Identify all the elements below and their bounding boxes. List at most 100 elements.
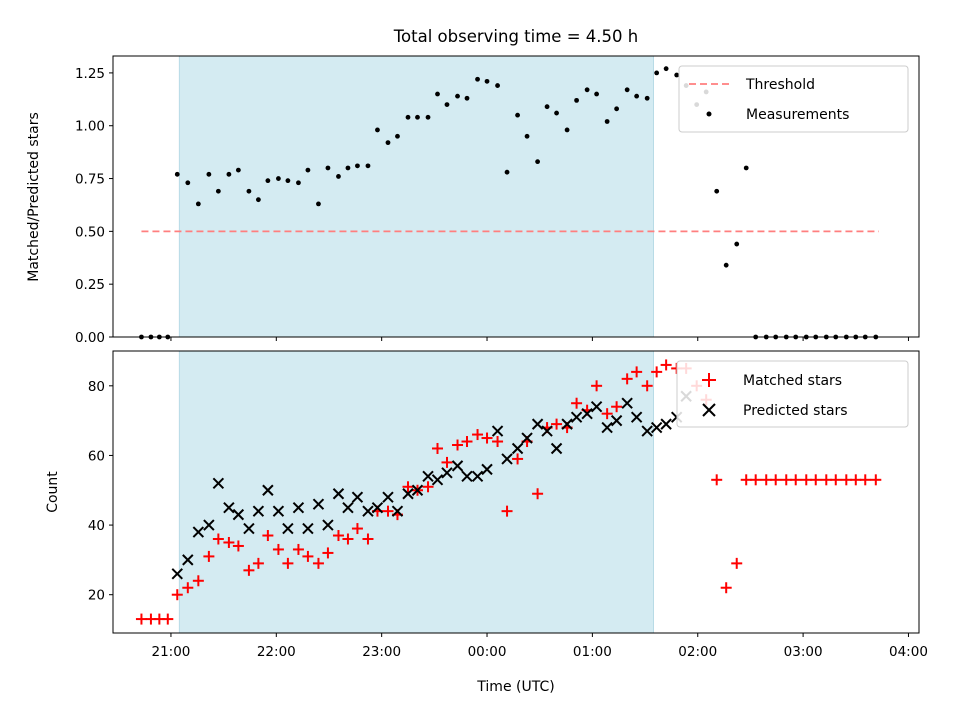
matched-star-point (472, 429, 484, 441)
measurement-point (614, 106, 620, 112)
bottom-x-tick-label: 23:00 (362, 644, 401, 660)
measurement-point (504, 169, 510, 175)
measurement-point (644, 95, 650, 101)
measurement-point (226, 171, 232, 177)
predicted-star-point (610, 414, 623, 427)
predicted-star-point (501, 453, 513, 465)
measurement-point (185, 180, 191, 186)
matched-star-point (800, 474, 812, 486)
matched-star-point (750, 474, 762, 486)
measurement-point (634, 93, 640, 99)
matched-star-point (292, 543, 304, 555)
matched-star-point (820, 474, 832, 486)
predicted-star-point (223, 501, 235, 514)
bottom-legend: Matched stars Predicted stars (676, 360, 909, 428)
predicted-star-point (431, 474, 444, 486)
measurement-point (484, 78, 490, 84)
predicted-star-point (550, 442, 563, 455)
predicted-star-point (282, 522, 294, 535)
predicted-star-point (570, 411, 583, 423)
count-panel: 20 40 60 80 21:00 22:00 23:00 00:00 01:00 02:00 0… (45, 350, 928, 695)
measurement-point (206, 171, 212, 177)
measurement-point (255, 197, 261, 203)
predicted-star-point (362, 505, 374, 517)
matched-star-point (342, 533, 354, 545)
measurement-point (305, 167, 311, 173)
matched-star-point (850, 474, 862, 486)
matched-star-point (740, 474, 752, 486)
matched-star-point (461, 436, 473, 448)
matched-star-point (780, 474, 792, 486)
predicted-star-point (322, 519, 334, 531)
matched-star-point (351, 523, 363, 535)
matched-star-point (591, 380, 603, 392)
matched-star-point (362, 533, 374, 545)
measurement-point (663, 66, 669, 72)
predicted-star-point (312, 498, 325, 510)
predicted-star-point (203, 519, 215, 531)
legend-measurements-label: Measurements (746, 107, 849, 123)
predicted-star-point (232, 508, 245, 521)
bottom-y-tick-label: 20 (88, 588, 105, 604)
measurement-point (674, 72, 680, 78)
measurement-point (265, 178, 271, 184)
predicted-star-point (302, 522, 314, 535)
matched-star-point (512, 453, 524, 465)
measurement-point (544, 104, 550, 110)
top-legend-box (678, 65, 909, 133)
measurement-point (554, 110, 559, 116)
matched-star-point (621, 373, 633, 385)
x-axis-label: Time (UTC) (476, 679, 554, 695)
bottom-x-tick-label: 04:00 (889, 644, 928, 660)
matched-star-point (571, 397, 583, 409)
top-y-tick-label: 0.75 (75, 172, 105, 188)
predicted-star-point (511, 442, 524, 455)
predicted-star-point (391, 505, 404, 517)
bottom-y-ticks: 20 40 60 80 (88, 379, 113, 604)
matched-star-point (551, 418, 563, 430)
predicted-star-point (422, 470, 434, 483)
bottom-legend-box (676, 360, 909, 428)
matched-star-point (810, 474, 822, 486)
predicted-star-point (171, 568, 183, 580)
matched-star-point (192, 575, 204, 587)
top-y-ticks: 0.00 0.25 0.50 0.75 1.00 1.25 (75, 66, 113, 346)
ratio-panel: 0.00 0.25 0.50 0.75 1.00 1.25 Total observing… (26, 27, 920, 346)
predicted-star-point (402, 488, 414, 500)
measurement-point (235, 167, 241, 173)
matched-star-point (760, 474, 772, 486)
predicted-star-point (243, 522, 255, 535)
legend-predicted-label: Predicted stars (743, 403, 848, 419)
matched-star-point (162, 613, 174, 625)
bottom-y-axis-label: Count (45, 471, 61, 513)
matched-star-point (262, 530, 274, 542)
matched-star-point (641, 380, 653, 392)
measurement-point (316, 201, 321, 207)
matched-star-point (135, 613, 147, 625)
predicted-star-point (531, 418, 544, 430)
matched-star-point (223, 536, 235, 548)
predicted-star-point (192, 526, 205, 538)
chart-title: Total observing time = 4.50 h (393, 27, 638, 46)
measurement-point (714, 188, 720, 194)
matched-star-point (432, 442, 444, 454)
matched-star-point (243, 564, 255, 576)
matched-star-point (322, 547, 334, 559)
matched-star-point (601, 408, 613, 420)
measurement-point (285, 178, 291, 184)
predicted-star-point (262, 484, 274, 496)
top-y-tick-label: 1.00 (75, 119, 105, 135)
matched-star-point (651, 366, 663, 378)
measurement-point (345, 165, 351, 171)
predicted-star-point (541, 425, 553, 437)
measurement-point (574, 97, 579, 103)
predicted-star-point (351, 491, 364, 503)
bottom-y-tick-label: 40 (88, 518, 105, 534)
legend-threshold-label: Threshold (745, 77, 815, 93)
matched-star-point (282, 557, 294, 569)
legend-predicted-swatch (702, 403, 716, 417)
bottom-x-tick-label: 22:00 (257, 644, 296, 660)
measurement-point (594, 91, 599, 97)
matched-star-point (870, 474, 882, 486)
matched-star-point (212, 533, 224, 545)
